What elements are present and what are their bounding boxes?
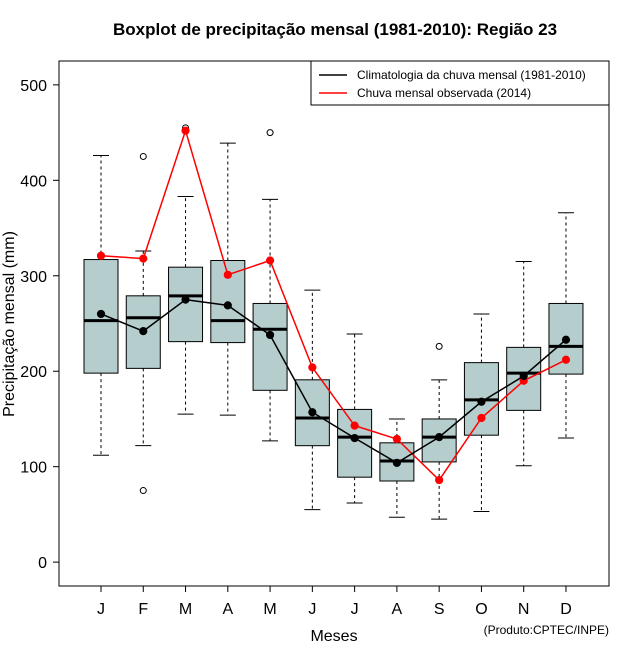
box-3 — [168, 266, 204, 343]
observed-point-8 — [392, 434, 401, 444]
x-tick-label-8: A — [392, 601, 403, 618]
outlier-2-2 — [139, 152, 147, 160]
x-tick-label-3: M — [179, 601, 192, 618]
climatology-point-3 — [181, 295, 190, 304]
climatology-point-1 — [96, 309, 106, 319]
product-credit: (Produto:CPTEC/INPE) — [484, 623, 609, 637]
climatology-point-10 — [477, 397, 486, 406]
legend-label-climatology: Climatologia da chuva mensal (1981-2010) — [357, 68, 586, 82]
observed-point-2 — [139, 254, 148, 263]
y-tick-label-0: 0 — [38, 555, 47, 572]
chart-title: Boxplot de precipitação mensal (1981-201… — [113, 20, 557, 39]
outlier-2-1 — [139, 487, 147, 495]
y-axis-label: Precipitação mensal (mm) — [1, 231, 18, 417]
climatology-point-2 — [139, 327, 148, 336]
climatology-point-8 — [392, 458, 401, 467]
y-tick-label-400: 400 — [20, 173, 47, 190]
observed-point-3 — [181, 126, 190, 135]
box-5 — [252, 302, 288, 391]
observed-point-5 — [265, 256, 275, 265]
box-7 — [337, 408, 373, 478]
legend-label-observed: Chuva mensal observada (2014) — [357, 86, 531, 100]
climatology-point-9 — [435, 432, 444, 442]
observed-point-7 — [350, 421, 359, 430]
observed-point-6 — [308, 363, 317, 372]
outlier-9-1 — [435, 342, 443, 350]
observed-point-4 — [223, 270, 232, 279]
outlier-5-1 — [266, 129, 274, 137]
x-tick-label-1: J — [97, 601, 105, 618]
x-axis-label: Meses — [310, 628, 357, 645]
x-tick-label-2: F — [138, 601, 148, 618]
observed-point-10 — [477, 413, 486, 423]
climatology-point-12 — [561, 335, 571, 344]
climatology-line — [100, 298, 567, 464]
y-tick-label-200: 200 — [20, 364, 47, 381]
observed-point-12 — [561, 355, 571, 364]
legend-box — [310, 60, 610, 106]
y-tick-label-500: 500 — [20, 78, 47, 95]
climatology-point-11 — [519, 371, 528, 381]
x-tick-label-10: O — [475, 601, 487, 618]
y-tick-label-100: 100 — [20, 460, 47, 477]
x-tick-label-4: A — [222, 601, 233, 618]
x-tick-label-12: D — [560, 601, 572, 618]
x-tick-label-11: N — [518, 601, 530, 618]
climatology-point-6 — [308, 408, 317, 417]
climatology-point-5 — [265, 330, 275, 340]
legend: Climatologia da chuva mensal (1981-2010)… — [310, 60, 610, 106]
x-tick-label-7: J — [351, 601, 359, 618]
climatology-point-7 — [350, 433, 359, 443]
y-tick-label-300: 300 — [20, 269, 47, 286]
observed-line — [100, 128, 567, 482]
climatology-point-4 — [223, 301, 232, 310]
x-tick-label-9: S — [434, 601, 445, 618]
observed-point-1 — [96, 251, 106, 260]
x-tick-label-5: M — [263, 601, 276, 618]
x-tick-label-6: J — [308, 601, 316, 618]
observed-point-9 — [435, 475, 444, 485]
